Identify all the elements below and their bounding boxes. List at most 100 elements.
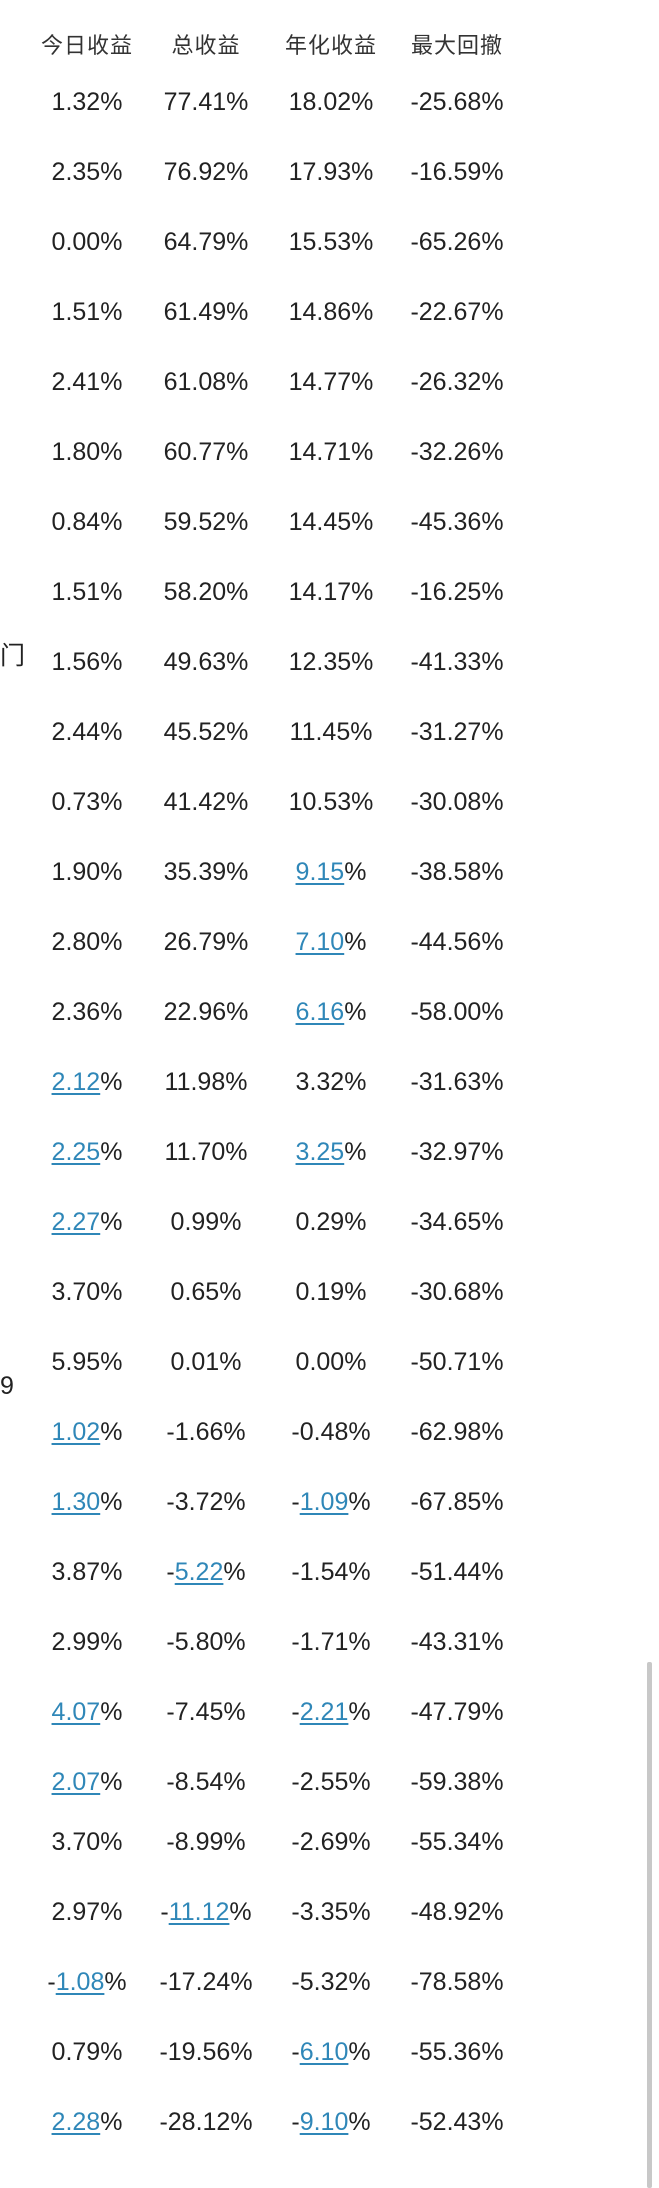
- value-text: -62.98%: [410, 1418, 504, 1446]
- header-annualized-return: 年化收益: [284, 33, 378, 58]
- value-text: -45.36%: [410, 508, 504, 536]
- cell-annual: 15.53%: [289, 222, 374, 262]
- table-row: 1.56% 49.63% 12.35% -41.33%: [0, 642, 659, 682]
- linked-number[interactable]: 6.16: [295, 998, 345, 1026]
- value-text: -: [160, 1898, 169, 1926]
- cell-total: 60.77%: [164, 432, 249, 472]
- cell-today: 0.00%: [52, 222, 123, 262]
- percent-sign: %: [351, 368, 374, 396]
- cell-total: -11.12%: [160, 1892, 251, 1932]
- percent-sign: %: [229, 1898, 252, 1926]
- cell-annual: 6.16%: [296, 992, 367, 1032]
- linked-number[interactable]: 2.12: [51, 1068, 101, 1096]
- table-row: 2.44% 45.52% 11.45% -31.27%: [0, 712, 659, 752]
- linked-number[interactable]: 5.22: [174, 1558, 224, 1586]
- cell-annual: -1.54%: [291, 1552, 370, 1592]
- percent-sign: %: [100, 1828, 123, 1856]
- linked-number[interactable]: 1.09: [299, 1488, 349, 1516]
- cell-today: 4.07%: [52, 1692, 123, 1732]
- cell-drawdown: -22.67%: [410, 292, 503, 332]
- scrollbar[interactable]: [647, 1662, 652, 2188]
- cell-total: 45.52%: [164, 712, 249, 752]
- percent-sign: %: [225, 1068, 248, 1096]
- cell-total: 61.49%: [164, 292, 249, 332]
- percent-sign: %: [344, 1138, 367, 1166]
- linked-number[interactable]: 11.12: [168, 1898, 230, 1926]
- value-text: -26.32%: [410, 368, 504, 396]
- linked-number[interactable]: 7.10: [295, 928, 345, 956]
- cell-drawdown: -32.26%: [410, 432, 503, 472]
- cell-annual: -1.09%: [291, 1482, 370, 1522]
- percent-sign: %: [348, 1628, 371, 1656]
- value-text: 22.96: [163, 998, 227, 1026]
- linked-number[interactable]: 1.30: [51, 1488, 101, 1516]
- linked-number[interactable]: 3.25: [295, 1138, 345, 1166]
- value-text: -31.27%: [410, 718, 504, 746]
- cell-today: 2.12%: [52, 1062, 123, 1102]
- linked-number[interactable]: 2.28: [51, 2108, 101, 2136]
- cell-annual: 0.29%: [296, 1202, 367, 1242]
- value-text: 17.93: [288, 158, 352, 186]
- value-text: -1.71: [291, 1628, 349, 1656]
- value-text: -32.97%: [410, 1138, 504, 1166]
- linked-number[interactable]: 1.08: [55, 1968, 105, 1996]
- percent-sign: %: [100, 718, 123, 746]
- value-text: 10.53: [288, 788, 352, 816]
- cell-drawdown: -65.26%: [410, 222, 503, 262]
- cell-annual: 14.86%: [289, 292, 374, 332]
- cell-today: 3.70%: [52, 1822, 123, 1862]
- table-row: 1.51% 61.49% 14.86% -22.67%: [0, 292, 659, 332]
- value-text: -: [291, 1698, 300, 1726]
- percent-sign: %: [351, 508, 374, 536]
- linked-number[interactable]: 2.07: [51, 1768, 101, 1796]
- value-text: 45.52: [163, 718, 227, 746]
- value-text: 0.29: [295, 1208, 345, 1236]
- percent-sign: %: [226, 228, 249, 256]
- linked-number[interactable]: 2.21: [299, 1698, 349, 1726]
- percent-sign: %: [230, 2038, 253, 2066]
- cell-drawdown: -67.85%: [410, 1482, 503, 1522]
- percent-sign: %: [223, 1768, 246, 1796]
- linked-number[interactable]: 2.25: [51, 1138, 101, 1166]
- cell-total: -1.66%: [166, 1412, 245, 1452]
- cell-total: 11.98%: [165, 1062, 248, 1102]
- percent-sign: %: [226, 298, 249, 326]
- table-row: 0.84% 59.52% 14.45% -45.36%: [0, 502, 659, 542]
- percent-sign: %: [100, 1488, 123, 1516]
- value-text: -28.12: [159, 2108, 231, 2136]
- percent-sign: %: [223, 1418, 246, 1446]
- value-text: -22.67%: [410, 298, 504, 326]
- value-text: 14.17: [288, 578, 352, 606]
- linked-number[interactable]: 1.02: [51, 1418, 101, 1446]
- value-text: 60.77: [163, 438, 227, 466]
- linked-number[interactable]: 9.10: [299, 2108, 349, 2136]
- value-text: -50.71%: [410, 1348, 504, 1376]
- cell-total: -7.45%: [166, 1692, 245, 1732]
- linked-number[interactable]: 9.15: [295, 858, 345, 886]
- cell-annual: -3.35%: [291, 1892, 370, 1932]
- value-text: 1.56: [51, 648, 101, 676]
- table-row: 3.70% -8.99% -2.69% -55.34%: [0, 1822, 659, 1862]
- percent-sign: %: [348, 1898, 371, 1926]
- percent-sign: %: [348, 1488, 371, 1516]
- cell-drawdown: -32.97%: [410, 1132, 503, 1172]
- percent-sign: %: [344, 1068, 367, 1096]
- linked-number[interactable]: 2.27: [51, 1208, 101, 1236]
- linked-number[interactable]: 6.10: [299, 2038, 349, 2066]
- cell-annual: 0.00%: [296, 1342, 367, 1382]
- table-row: 2.27% 0.99% 0.29% -34.65%: [0, 1202, 659, 1242]
- percent-sign: %: [348, 1698, 371, 1726]
- cell-drawdown: -45.36%: [410, 502, 503, 542]
- cell-total: 41.42%: [164, 782, 249, 822]
- table-row: 1.30% -3.72% -1.09% -67.85%: [0, 1482, 659, 1522]
- value-text: -38.58%: [410, 858, 504, 886]
- linked-number[interactable]: 4.07: [51, 1698, 101, 1726]
- value-text: 0.79: [51, 2038, 101, 2066]
- table-row: 2.35% 76.92% 17.93% -16.59%: [0, 152, 659, 192]
- value-text: -5.80: [166, 1628, 224, 1656]
- percent-sign: %: [230, 2108, 253, 2136]
- percent-sign: %: [351, 88, 374, 116]
- value-text: 0.84: [51, 508, 101, 536]
- percent-sign: %: [226, 158, 249, 186]
- percent-sign: %: [223, 1488, 246, 1516]
